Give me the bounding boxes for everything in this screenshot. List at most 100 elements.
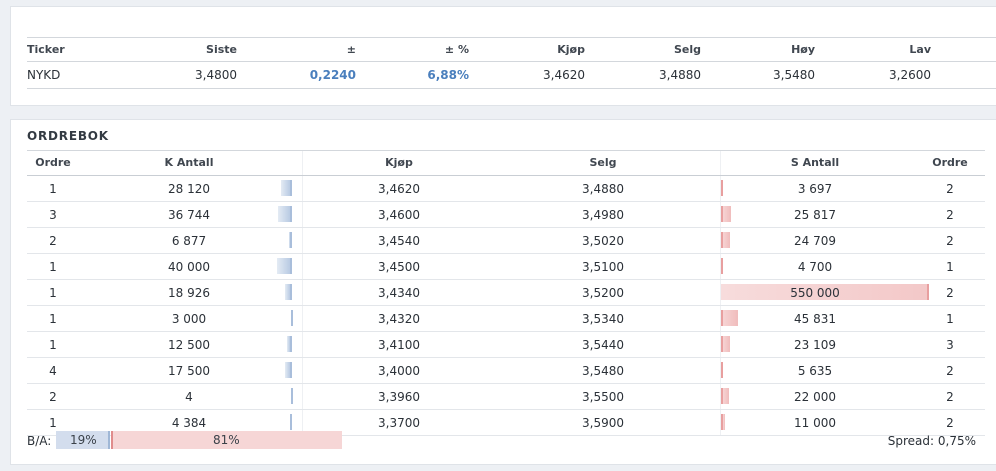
ask-price-cell: 3,5340 [582,312,624,326]
bid-depth-bar [291,388,293,404]
ask-price-cell: 3,5900 [582,416,624,430]
ask-depth-bar [721,388,729,404]
bid-price-cell: 3,4500 [378,260,420,274]
change-pct-cell: 6,88% [427,68,469,82]
change-cell: 0,2240 [309,68,356,82]
bid-orders-cell: 1 [49,338,57,352]
bid-qty-cell: 12 500 [168,338,210,352]
col-ask[interactable]: Selg [673,43,701,56]
col-low[interactable]: Lav [909,43,931,56]
col-high[interactable]: Høy [791,43,815,56]
ask-orders-cell: 2 [946,390,954,404]
ask-divider [720,150,721,436]
ask-qty-cell: 24 709 [794,234,836,248]
bid-cell: 3,4620 [543,68,585,82]
bid-orders-cell: 1 [49,312,57,326]
bid-price-cell: 3,4320 [378,312,420,326]
bid-orders-cell: 1 [49,286,57,300]
ask-orders-cell: 1 [946,260,954,274]
table-row[interactable]: 1 18 926 3,4340 3,5200 550 000 2 [27,280,985,306]
ask-qty-cell: 22 000 [794,390,836,404]
ask-price-cell: 3,5480 [582,364,624,378]
bid-ratio-label: 19% [70,433,97,447]
ask-depth-bar [721,180,723,196]
col-bid-price: Kjøp [385,156,413,169]
table-row[interactable]: 1 4 384 3,3700 3,5900 11 000 2 [27,410,985,436]
ask-orders-cell: 3 [946,338,954,352]
bid-qty-cell: 28 120 [168,182,210,196]
bid-depth-bar [285,284,292,300]
ask-depth-bar [721,232,730,248]
ask-price-cell: 3,5100 [582,260,624,274]
col-change[interactable]: ± [346,43,356,56]
col-siste[interactable]: Siste [206,43,237,56]
bid-depth-bar [289,232,292,248]
ask-depth-bar [721,206,731,222]
bid-price-cell: 3,4000 [378,364,420,378]
bid-price-cell: 3,4620 [378,182,420,196]
ask-orders-cell: 1 [946,312,954,326]
ask-orders-cell: 2 [946,182,954,196]
table-row[interactable]: 3 36 744 3,4600 3,4980 25 817 2 [27,202,985,228]
ask-depth-bar [721,362,723,378]
ask-qty-cell: 550 000 [790,286,840,300]
bid-orders-cell: 1 [49,182,57,196]
bid-qty-cell: 4 [185,390,193,404]
ask-depth-bar [721,258,723,274]
table-row[interactable]: 2 6 877 3,4540 3,5020 24 709 2 [27,228,985,254]
col-change-pct[interactable]: ± % [444,43,469,56]
orderbook-table: Ordre K Antall Kjøp Selg S Antall Ordre … [27,150,985,436]
bid-depth-bar [278,206,292,222]
orderbook-rows: 1 28 120 3,4620 3,4880 3 697 2 3 36 744 3,4600 3,… [27,176,985,436]
ask-price-cell: 3,5020 [582,234,624,248]
ticker-cell[interactable]: NYKD [27,68,61,82]
spread-label: Spread: [887,434,935,448]
table-row[interactable]: 1 28 120 3,4620 3,4880 3 697 2 [27,176,985,202]
table-row[interactable]: 1 12 500 3,4100 3,5440 23 109 3 [27,332,985,358]
bid-qty-cell: 36 744 [168,208,210,222]
bid-orders-cell: 4 [49,364,57,378]
bid-price-cell: 3,4340 [378,286,420,300]
quote-panel: Ticker Siste ± ± % Kjøp Selg Høy Lav NYK… [10,6,996,106]
bid-orders-cell: 1 [49,416,57,430]
table-row[interactable]: 1 40 000 3,4500 3,5100 4 700 1 [27,254,985,280]
ask-price-cell: 3,5500 [582,390,624,404]
bid-depth-bar [287,336,292,352]
bid-depth-bar [277,258,292,274]
table-row[interactable]: NYKD 3,4800 0,2240 6,88% 3,4620 3,4880 3… [27,62,996,89]
orderbook-title: ORDREBOK [27,129,109,143]
ask-depth-bar [721,336,730,352]
bid-qty-cell: 17 500 [168,364,210,378]
ask-depth-bar [721,414,725,430]
ask-qty-cell: 3 697 [797,182,833,196]
ask-price-cell: 3,5440 [582,338,624,352]
last-cell: 3,4800 [195,68,237,82]
bid-orders-cell: 2 [49,390,57,404]
col-bid-orders: Ordre [35,156,71,169]
table-row[interactable]: 2 4 3,3960 3,5500 22 000 2 [27,384,985,410]
high-cell: 3,5480 [773,68,815,82]
quote-table: Ticker Siste ± ± % Kjøp Selg Høy Lav NYK… [27,37,996,89]
col-bid[interactable]: Kjøp [557,43,585,56]
bid-ask-ratio-bar: 19% 81% [56,431,342,449]
col-ask-orders: Ordre [932,156,968,169]
table-row[interactable]: 1 3 000 3,4320 3,5340 45 831 1 [27,306,985,332]
ask-orders-cell: 2 [946,234,954,248]
quote-table-header: Ticker Siste ± ± % Kjøp Selg Høy Lav [27,37,996,62]
ask-ratio-fill [111,431,342,449]
spread-value: 0,75% [937,434,976,448]
bid-qty-cell: 3 000 [171,312,207,326]
col-ask-price: Selg [589,156,617,169]
ask-depth-bar [721,284,929,300]
bid-price-cell: 3,4540 [378,234,420,248]
bid-depth-bar [291,310,293,326]
bid-depth-bar [290,414,292,430]
ask-orders-cell: 2 [946,208,954,222]
ask-cell: 3,4880 [659,68,701,82]
bid-depth-bar [285,362,292,378]
ask-orders-cell: 2 [946,416,954,430]
bid-ratio-fill [56,431,110,449]
col-ticker[interactable]: Ticker [27,43,65,56]
table-row[interactable]: 4 17 500 3,4000 3,5480 5 635 2 [27,358,985,384]
bid-orders-cell: 3 [49,208,57,222]
